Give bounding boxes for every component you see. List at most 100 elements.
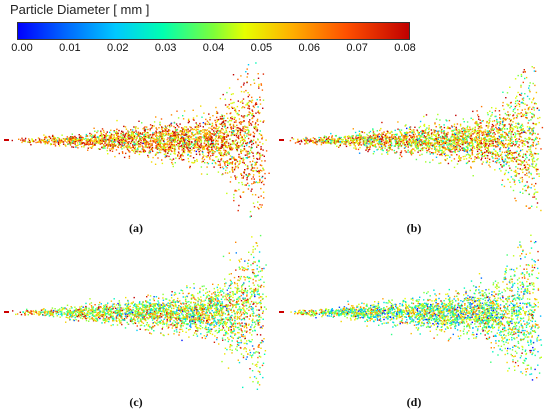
particle-dot <box>185 144 188 146</box>
particle-dot <box>520 132 522 135</box>
particle-dot <box>480 140 482 142</box>
particle-dot <box>478 143 480 145</box>
particle-dot <box>177 137 179 140</box>
particle-dot <box>393 138 396 140</box>
particle-dot <box>451 151 453 153</box>
particle-dot <box>520 139 522 141</box>
particle-dot <box>469 137 472 139</box>
particle-dot <box>208 156 211 158</box>
particle-dot <box>240 150 243 152</box>
particle-dot <box>206 173 208 175</box>
particle-dot <box>163 146 165 148</box>
particle-dot <box>253 135 255 137</box>
particle-dot <box>219 153 221 155</box>
particle-dot <box>214 162 217 164</box>
particle-dot <box>221 140 223 142</box>
particle-dot <box>180 158 183 160</box>
particle-dot <box>98 139 100 142</box>
particle-dot <box>377 137 379 139</box>
particle-dot <box>227 135 230 137</box>
particle-dot <box>188 138 190 140</box>
particle-dot <box>364 138 366 140</box>
colorbar-tick-label: 0.01 <box>59 42 81 54</box>
particle-dot <box>517 102 519 105</box>
particle-dot <box>524 140 527 142</box>
particle-dot <box>454 135 456 138</box>
particle-dot <box>477 144 479 146</box>
particle-dot <box>530 151 532 154</box>
particle-dot <box>467 131 469 133</box>
particle-dot <box>470 142 472 144</box>
particle-dot <box>239 162 241 164</box>
particle-dot <box>246 152 249 154</box>
particle-dot <box>410 152 412 155</box>
particle-dot <box>233 130 235 132</box>
particle-dot <box>247 64 250 66</box>
particle-dot <box>256 118 259 121</box>
particle-dot <box>516 150 518 153</box>
particle-dot <box>133 150 135 153</box>
particle-dot <box>108 136 111 139</box>
particle-dot <box>225 141 228 143</box>
particle-dot <box>259 96 261 98</box>
particle-dot <box>466 141 468 143</box>
particle-dot <box>522 99 525 101</box>
particle-dot <box>443 126 446 129</box>
particle-dot <box>107 142 110 144</box>
particle-dot <box>442 140 445 142</box>
particle-dot <box>103 136 105 139</box>
particle-dot <box>531 117 533 119</box>
particle-dot <box>501 158 503 160</box>
particle-dot <box>235 135 238 137</box>
particle-dot <box>494 157 496 160</box>
particle-dot <box>208 149 211 151</box>
particle-dot <box>87 149 89 151</box>
particle-dot <box>253 79 255 81</box>
particle-dot <box>376 130 378 132</box>
particle-dot <box>123 134 125 136</box>
particle-dot <box>481 146 483 148</box>
particle-dot <box>249 161 251 163</box>
particle-dot <box>417 145 420 148</box>
particle-dot <box>122 152 124 154</box>
particle-dot <box>46 139 49 142</box>
particle-dot <box>514 141 517 143</box>
particle-dot <box>141 137 144 139</box>
particle-dot <box>200 166 203 168</box>
particle-dot <box>178 142 180 145</box>
particle-dot <box>191 138 193 140</box>
particle-dot <box>206 151 209 154</box>
particle-dot <box>501 151 504 153</box>
particle-dot <box>449 146 451 148</box>
particle-dot <box>520 163 522 165</box>
particle-dot <box>167 134 169 136</box>
particle-dot <box>217 137 219 140</box>
particle-dot <box>464 129 466 131</box>
particle-dot <box>502 105 504 107</box>
particle-dot <box>236 146 238 148</box>
particle-dot <box>531 128 533 131</box>
particle-dot <box>470 149 472 151</box>
particle-dot <box>385 135 387 137</box>
particle-dot <box>141 145 143 147</box>
particle-dot <box>474 127 476 129</box>
particle-dot <box>337 138 339 140</box>
particle-dot <box>518 146 520 149</box>
particle-dot <box>227 151 229 153</box>
particle-dot <box>424 131 426 133</box>
particle-dot <box>492 145 495 147</box>
particle-dot <box>389 148 392 150</box>
particle-dot <box>111 133 113 136</box>
particle-dot <box>205 134 207 137</box>
particle-dot <box>216 110 218 113</box>
particle-dot <box>532 82 534 85</box>
particle-dot <box>456 154 458 156</box>
particle-dot <box>238 153 240 156</box>
particle-dot <box>349 136 351 138</box>
particle-dot <box>240 90 243 93</box>
particle-dot <box>172 165 174 168</box>
particle-dot <box>289 139 292 142</box>
particle-dot <box>532 163 534 165</box>
particle-dot <box>53 141 56 143</box>
particle-dot <box>486 121 488 124</box>
